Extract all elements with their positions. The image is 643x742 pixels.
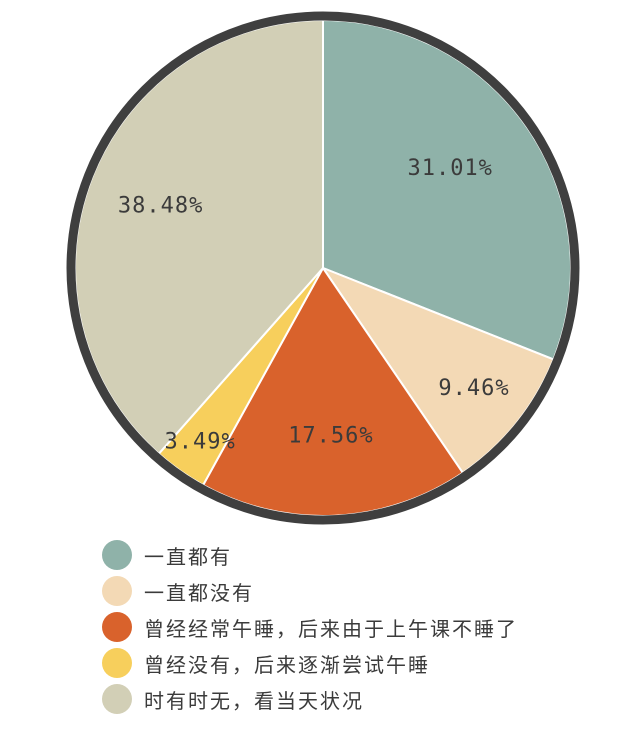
pie-slices	[74, 18, 572, 517]
legend-item: 曾经经常午睡，后来由于上午课不睡了	[102, 609, 622, 645]
legend-label: 曾经没有，后来逐渐尝试午睡	[144, 652, 430, 677]
legend-label: 一直都有	[144, 544, 232, 569]
legend-swatch	[102, 540, 132, 570]
legend-item: 时有时无，看当天状况	[102, 681, 622, 717]
legend-item: 一直都有	[102, 537, 622, 573]
legend-label: 时有时无，看当天状况	[144, 688, 364, 713]
legend-swatch	[102, 612, 132, 642]
legend-label: 曾经经常午睡，后来由于上午课不睡了	[144, 616, 518, 641]
legend-swatch	[102, 576, 132, 606]
slice-value-label: 17.56%	[288, 423, 373, 448]
slice-value-label: 3.49%	[164, 429, 235, 454]
legend-item: 一直都没有	[102, 573, 622, 609]
slice-value-label: 31.01%	[407, 156, 492, 181]
slice-value-label: 38.48%	[118, 194, 203, 219]
legend-swatch	[102, 684, 132, 714]
legend: 一直都有 一直都没有 曾经经常午睡，后来由于上午课不睡了 曾经没有，后来逐渐尝试…	[102, 537, 622, 717]
pie-outline	[66, 11, 580, 525]
slice-value-label: 9.46%	[438, 376, 509, 401]
pie-value-labels: 31.01% 9.46% 17.56% 3.49% 38.48%	[118, 156, 509, 454]
legend-item: 曾经没有，后来逐渐尝试午睡	[102, 645, 622, 681]
legend-swatch	[102, 648, 132, 678]
legend-label: 一直都没有	[144, 580, 254, 605]
